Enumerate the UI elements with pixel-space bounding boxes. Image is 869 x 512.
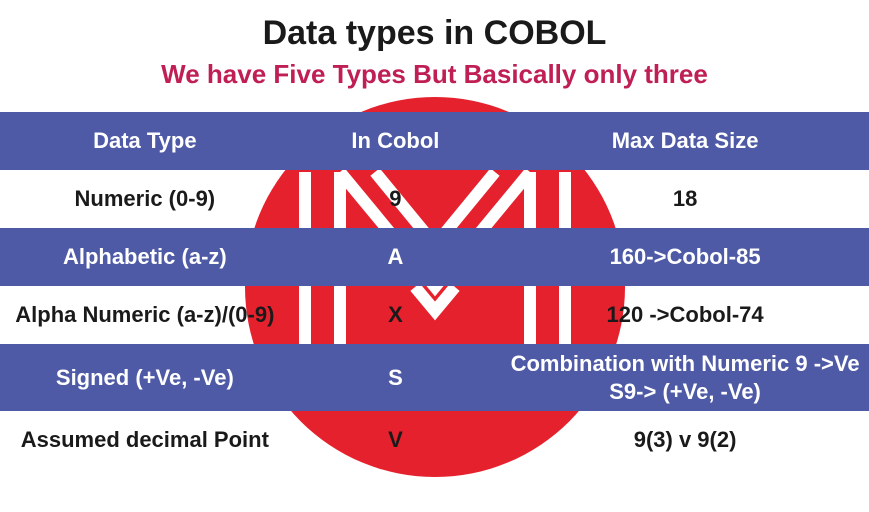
header-col-datatype: Data Type — [0, 121, 290, 161]
table-cell: Combination with Numeric 9 ->Ve S9-> (+V… — [501, 344, 869, 411]
table-cell: 120 ->Cobol-74 — [501, 295, 869, 335]
table-cell: 160->Cobol-85 — [501, 237, 869, 277]
page-title: Data types in COBOL — [0, 0, 869, 53]
header-col-maxsize: Max Data Size — [501, 121, 869, 161]
table-body: Numeric (0-9)918Alphabetic (a-z)A160->Co… — [0, 170, 869, 469]
table-row: Alphabetic (a-z)A160->Cobol-85 — [0, 228, 869, 286]
table-cell: Numeric (0-9) — [0, 179, 290, 219]
table-cell: Assumed decimal Point — [0, 420, 290, 460]
table-cell: S — [290, 358, 501, 398]
table-row: Assumed decimal PointV9(3) v 9(2) — [0, 411, 869, 469]
table-cell: A — [290, 237, 501, 277]
table-cell: Alpha Numeric (a-z)/(0-9) — [0, 295, 290, 335]
table-cell: Alphabetic (a-z) — [0, 237, 290, 277]
datatype-table: Data Type In Cobol Max Data Size Numeric… — [0, 112, 869, 469]
table-row: Alpha Numeric (a-z)/(0-9)X120 ->Cobol-74 — [0, 286, 869, 344]
table-row: Numeric (0-9)918 — [0, 170, 869, 228]
content-container: Data types in COBOL We have Five Types B… — [0, 0, 869, 512]
header-col-incobol: In Cobol — [290, 121, 501, 161]
table-row: Signed (+Ve, -Ve)SCombination with Numer… — [0, 344, 869, 411]
table-cell: 9(3) v 9(2) — [501, 420, 869, 460]
page-subtitle: We have Five Types But Basically only th… — [0, 59, 869, 90]
table-cell: 18 — [501, 179, 869, 219]
table-cell: Signed (+Ve, -Ve) — [0, 358, 290, 398]
table-cell: 9 — [290, 179, 501, 219]
table-cell: X — [290, 295, 501, 335]
table-header-row: Data Type In Cobol Max Data Size — [0, 112, 869, 170]
table-cell: V — [290, 420, 501, 460]
